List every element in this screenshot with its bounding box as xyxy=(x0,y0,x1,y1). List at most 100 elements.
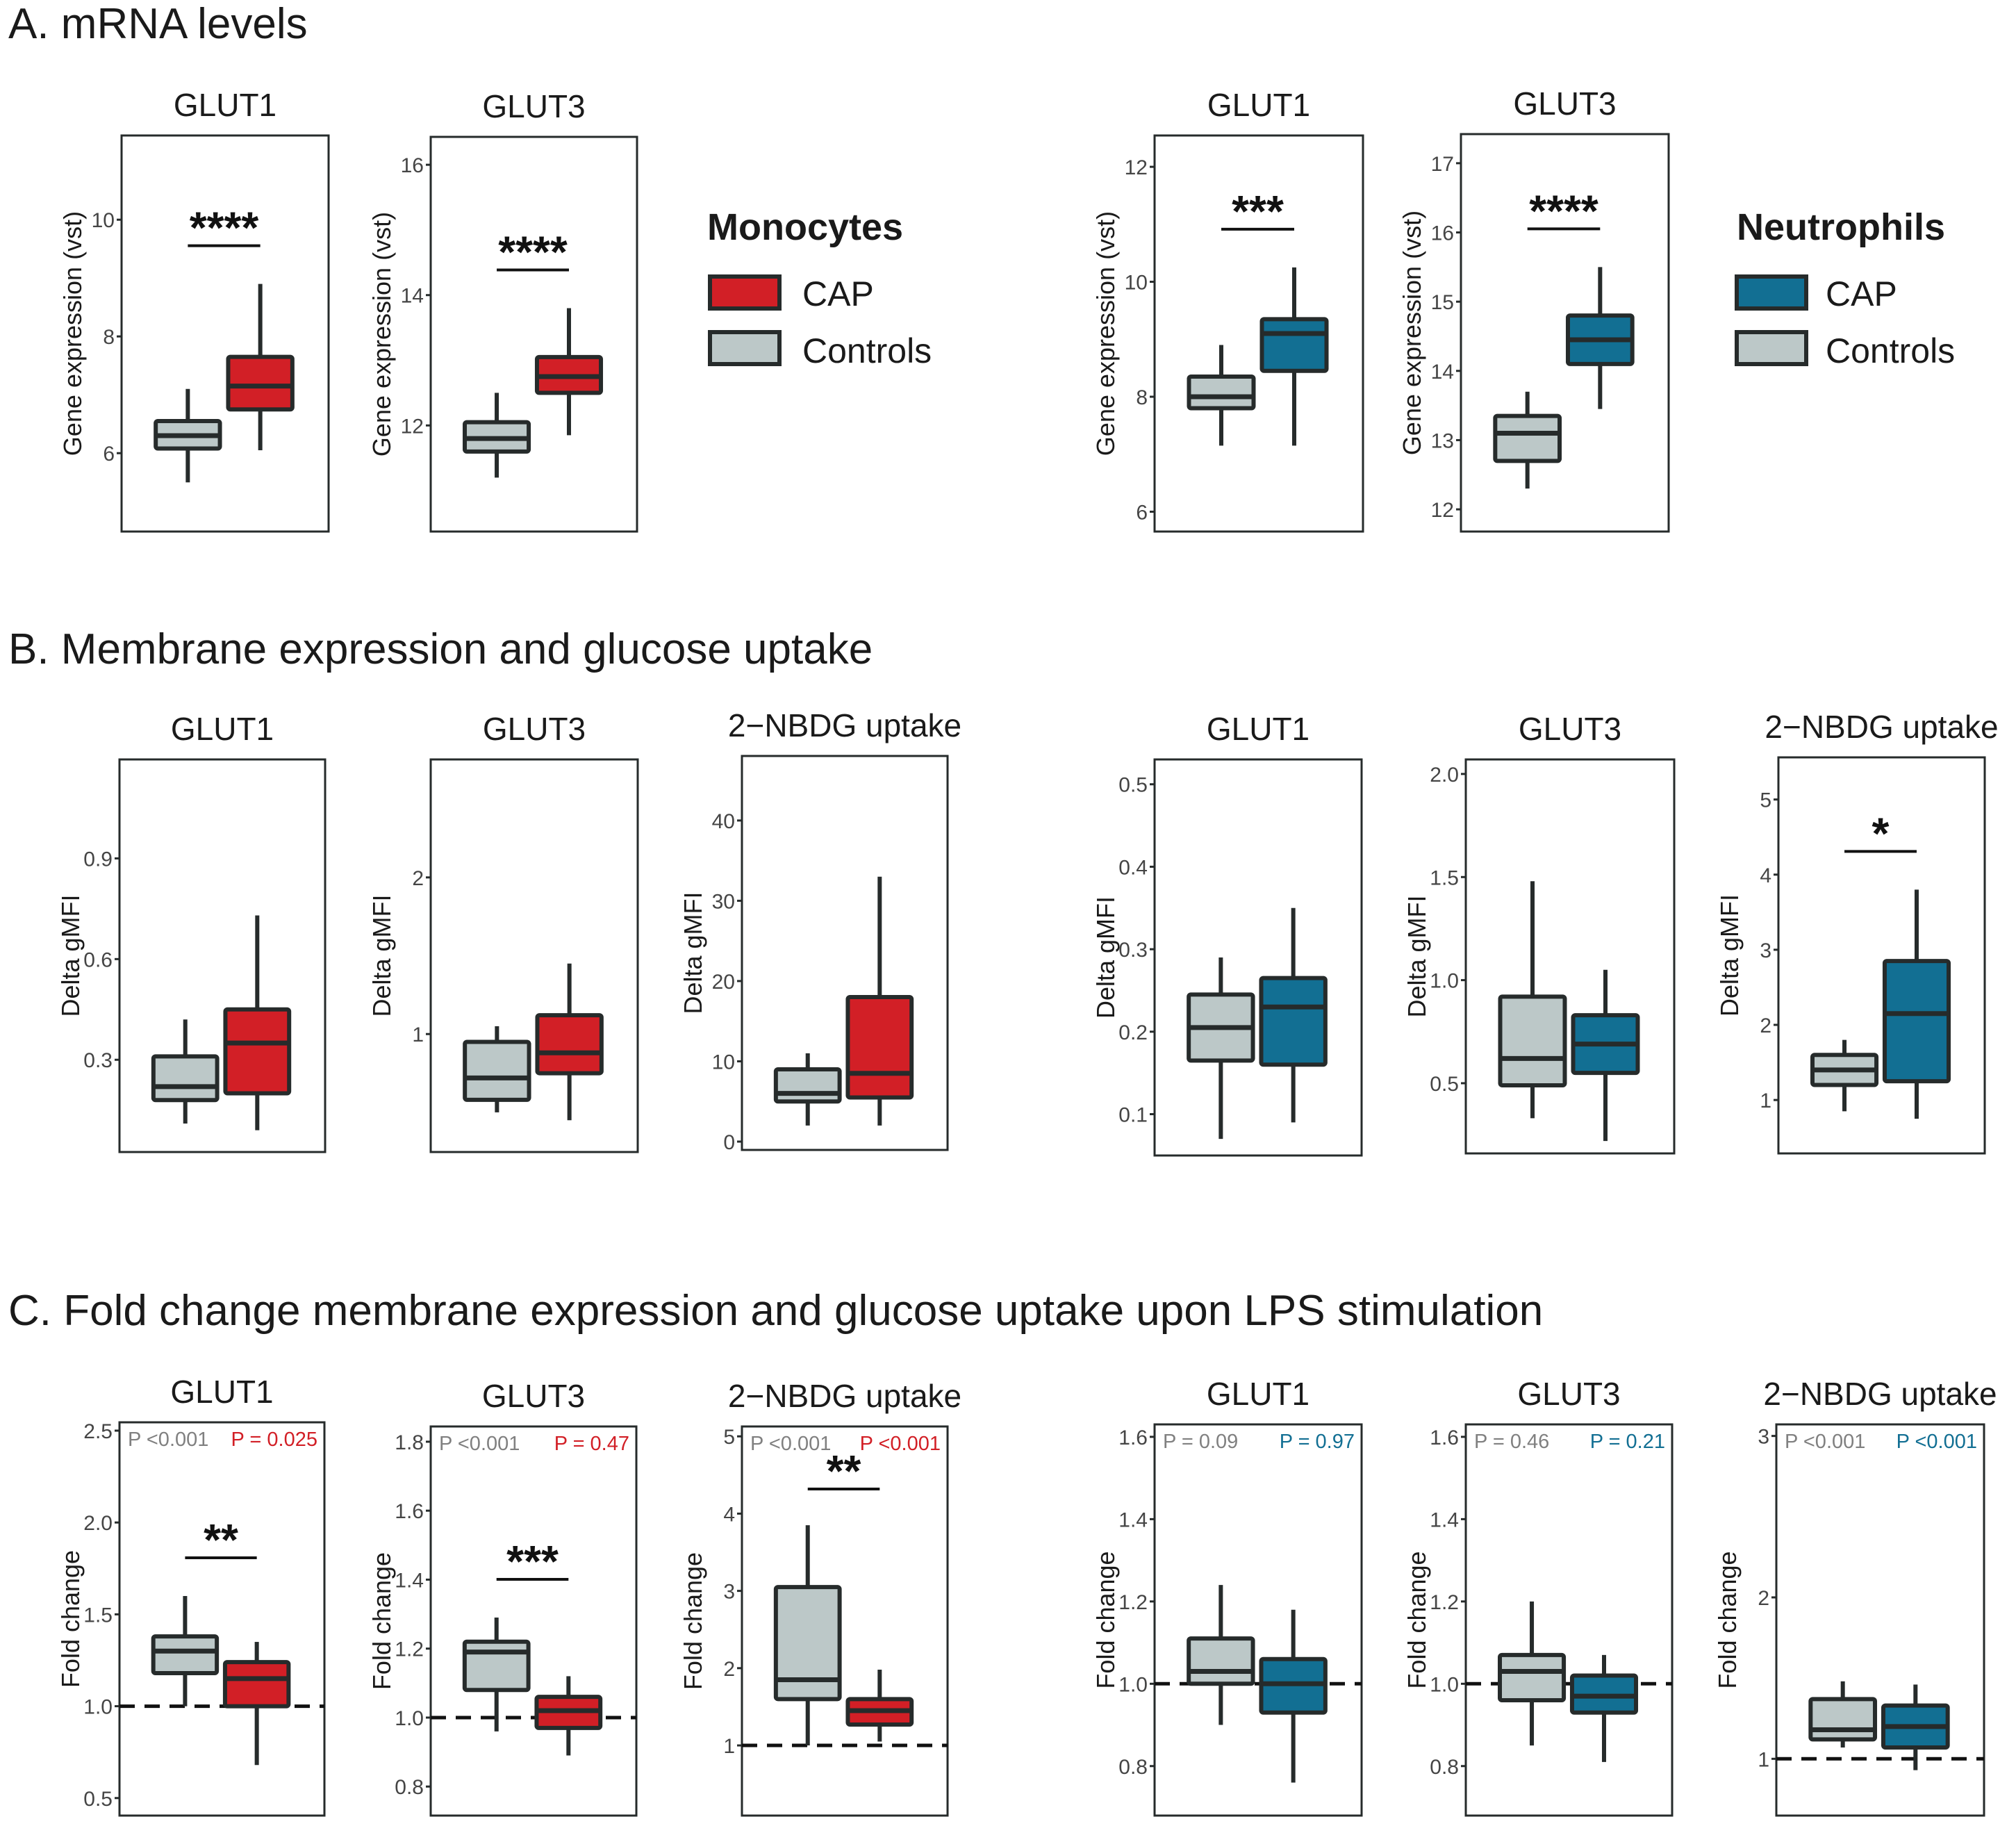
significance-stars: *** xyxy=(1232,186,1284,236)
box-cap xyxy=(1882,889,1951,1119)
significance-stars: ** xyxy=(827,1446,861,1496)
y-tick-label: 1.0 xyxy=(1430,1673,1459,1696)
y-tick-label: 0.8 xyxy=(1430,1756,1459,1779)
box-controls xyxy=(1187,957,1255,1140)
chart-panel-C-neut-GLUT1: GLUT1 0.8 1.0 1.2 1.4 1.6 Fold change P = 0.09 P… xyxy=(1091,1376,1363,1817)
plot-frame xyxy=(429,758,639,1153)
y-tick-label: 0.8 xyxy=(395,1776,424,1799)
box-controls xyxy=(773,1525,842,1746)
box-controls xyxy=(1493,391,1562,489)
y-tick-label: 10 xyxy=(1125,272,1148,295)
y-tick-label: 8 xyxy=(1136,386,1148,409)
chart-title: GLUT3 xyxy=(1513,85,1616,122)
box-iqr xyxy=(463,1039,531,1102)
y-tick-label: 12 xyxy=(1125,156,1148,179)
plot-frame xyxy=(118,1421,326,1817)
chart-title: GLUT3 xyxy=(1519,711,1621,747)
box-cap xyxy=(223,915,292,1130)
box-controls xyxy=(1187,1585,1255,1725)
y-tick-label: 3 xyxy=(1758,1426,1769,1449)
box-iqr xyxy=(773,1067,842,1104)
y-tick-label: 1.0 xyxy=(83,1696,113,1719)
y-tick-label: 17 xyxy=(1431,153,1454,176)
p-value-controls: P <0.001 xyxy=(128,1429,208,1451)
box-cap xyxy=(1259,907,1328,1123)
y-tick-label: 1 xyxy=(1760,1089,1771,1112)
box-iqr xyxy=(1187,1636,1255,1686)
y-tick-label: 30 xyxy=(712,890,735,913)
chart-title: GLUT3 xyxy=(483,711,586,747)
y-tick-label: 1.2 xyxy=(1118,1591,1148,1614)
y-axis-label: Delta gMFI xyxy=(56,894,85,1017)
box-cap xyxy=(1259,267,1329,446)
y-tick-label: 2.0 xyxy=(1430,764,1459,787)
legend-monocytes-title: Monocytes xyxy=(707,206,903,248)
plot-frame xyxy=(1777,756,1986,1155)
box-cap xyxy=(845,1670,914,1742)
box-controls xyxy=(151,1019,220,1124)
box-controls xyxy=(151,1595,220,1706)
chart-panel-C-mono-GLUT1: GLUT1 0.5 1.0 1.5 2.0 2.5 Fold change ** P <0.00… xyxy=(56,1374,326,1817)
y-axis-label: Fold change xyxy=(1403,1551,1431,1688)
box-iqr xyxy=(1259,976,1328,1067)
significance-stars: *** xyxy=(506,1536,559,1586)
y-tick-label: 14 xyxy=(401,285,424,308)
y-tick-label: 2.0 xyxy=(83,1512,113,1535)
y-tick-label: 40 xyxy=(712,810,735,833)
legend-monocytes-controls-label: Controls xyxy=(802,331,932,370)
plot-frame xyxy=(1464,758,1676,1155)
y-tick-label: 6 xyxy=(1136,501,1148,524)
legend-neutrophils: Neutrophils CAP Controls xyxy=(1735,206,1955,370)
y-tick-label: 2 xyxy=(1760,1014,1771,1037)
box-controls xyxy=(1498,881,1567,1119)
plot-frame xyxy=(1153,758,1363,1157)
box-controls xyxy=(463,393,531,478)
y-tick-label: 1.8 xyxy=(395,1431,424,1454)
box-iqr xyxy=(1259,317,1329,373)
chart-panel-A-neut-GLUT1: GLUT1 6 8 10 12 Gene expression (vst) *** xyxy=(1091,87,1364,533)
y-tick-label: 13 xyxy=(1431,429,1454,452)
box-iqr xyxy=(1498,994,1567,1087)
chart-panel-B-neut-GLUT1: GLUT1 0.1 0.2 0.3 0.4 0.5 Delta gMFI xyxy=(1091,711,1363,1157)
section-b-title: B. Membrane expression and glucose uptak… xyxy=(8,625,873,673)
box-iqr xyxy=(1187,375,1256,411)
y-tick-label: 10 xyxy=(92,209,115,232)
y-tick-label: 1 xyxy=(412,1023,424,1046)
section-c-title: C. Fold change membrane expression and g… xyxy=(8,1287,1543,1335)
y-tick-label: 0.9 xyxy=(83,848,113,871)
chart-panel-C-mono-2NBDG: 2−NBDG uptake 1 2 3 4 5 Fold change **P <0.001 P… xyxy=(679,1378,961,1817)
box-iqr xyxy=(1808,1697,1878,1742)
chart-panel-B-mono-GLUT1: GLUT1 0.3 0.6 0.9 Delta gMFI xyxy=(56,711,327,1153)
y-tick-label: 16 xyxy=(401,154,424,177)
y-axis-label: Fold change xyxy=(367,1552,396,1690)
y-tick-label: 14 xyxy=(1431,361,1454,384)
y-tick-label: 1 xyxy=(723,1735,735,1758)
plot-frame xyxy=(429,135,638,533)
box-controls xyxy=(154,388,222,483)
p-value-cap: P <0.001 xyxy=(860,1433,941,1455)
y-tick-label: 0.5 xyxy=(83,1788,113,1811)
y-tick-label: 0.3 xyxy=(1118,939,1148,962)
chart-title: GLUT1 xyxy=(1207,1376,1309,1412)
plot-frame xyxy=(1464,1423,1674,1817)
chart-panel-A-mono-GLUT3: GLUT3 12 14 16 Gene expression (vst) **** xyxy=(367,88,638,533)
y-tick-label: 0.5 xyxy=(1430,1073,1459,1096)
plot-frame xyxy=(1460,133,1670,533)
plot-frame xyxy=(741,755,949,1151)
y-tick-label: 5 xyxy=(723,1426,735,1449)
y-tick-label: 10 xyxy=(712,1051,735,1074)
y-tick-label: 1.5 xyxy=(83,1604,113,1627)
y-tick-label: 0 xyxy=(723,1131,735,1154)
box-iqr xyxy=(462,1639,531,1693)
box-iqr xyxy=(151,1054,220,1103)
chart-title: GLUT1 xyxy=(174,87,276,123)
y-axis-label: Gene expression (vst) xyxy=(1398,211,1426,455)
y-tick-label: 1.6 xyxy=(1430,1426,1459,1449)
chart-panel-C-neut-GLUT3: GLUT3 0.8 1.0 1.2 1.4 1.6 Fold change P = 0.46 P… xyxy=(1403,1376,1674,1817)
box-controls xyxy=(462,1618,531,1732)
box-cap xyxy=(1259,1609,1328,1783)
chart-title: GLUT1 xyxy=(171,711,274,747)
y-axis-label: Fold change xyxy=(679,1552,707,1690)
box-iqr xyxy=(226,354,295,412)
